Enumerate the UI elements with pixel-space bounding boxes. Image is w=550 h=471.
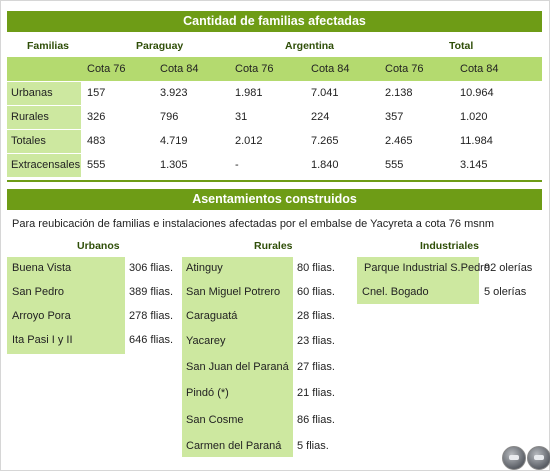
rurales-name: Caraguatá xyxy=(186,310,238,322)
rurales-name: Carmen del Paraná xyxy=(186,440,282,452)
subheader-cell: Cota 76 xyxy=(235,63,274,75)
urbanos-count: 389 flias. xyxy=(129,286,174,298)
table-cell: 796 xyxy=(160,111,179,123)
industriales-name: Cnel. Bogado xyxy=(362,286,429,298)
table-cell: 555 xyxy=(87,159,106,171)
families-title: Cantidad de familias afectadas xyxy=(7,11,542,32)
table-cell: 555 xyxy=(385,159,404,171)
header-paraguay: Paraguay xyxy=(136,40,184,52)
prev-icon[interactable] xyxy=(502,446,526,470)
table-cell: 10.964 xyxy=(460,87,494,99)
industriales-count: 5 olerías xyxy=(484,286,527,298)
rurales-count: 60 flias. xyxy=(297,286,335,298)
next-icon[interactable] xyxy=(527,446,550,470)
rurales-count: 27 flias. xyxy=(297,361,335,373)
header-argentina: Argentina xyxy=(285,40,335,52)
table-cell: 157 xyxy=(87,87,106,99)
table-row-label: Totales xyxy=(11,135,46,147)
settlements-description: Para reubicación de familias e instalaci… xyxy=(12,218,495,230)
table-cell: 31 xyxy=(235,111,248,123)
header-industriales: Industriales xyxy=(420,240,479,252)
table-row-label: Urbanas xyxy=(11,87,53,99)
table-row-label: Extracensales xyxy=(11,159,81,171)
subheader-cell: Cota 76 xyxy=(87,63,126,75)
rurales-name: Pindó (*) xyxy=(186,387,229,399)
rurales-name: San Juan del Paraná xyxy=(186,361,289,373)
table-cell: 1.020 xyxy=(460,111,488,123)
rurales-count: 28 flias. xyxy=(297,310,335,322)
rurales-count: 5 flias. xyxy=(297,440,329,452)
table-cell: 224 xyxy=(311,111,330,123)
urbanos-count: 306 flias. xyxy=(129,262,174,274)
table-cell: 2.012 xyxy=(235,135,263,147)
table-cell: 357 xyxy=(385,111,404,123)
subheader-band xyxy=(7,57,542,81)
header-urbanos: Urbanos xyxy=(77,240,120,252)
rurales-count: 80 flias. xyxy=(297,262,335,274)
industriales-block xyxy=(357,257,479,304)
row-label-cell xyxy=(7,154,81,177)
urbanos-block xyxy=(7,257,125,354)
urbanos-name: Ita Pasi I y II xyxy=(12,334,73,346)
urbanos-name: Arroyo Pora xyxy=(12,310,71,322)
families-divider xyxy=(7,180,542,182)
table-cell: 7.041 xyxy=(311,87,339,99)
table-cell: 3.145 xyxy=(460,159,488,171)
settlements-title: Asentamientos construidos xyxy=(7,189,542,210)
rurales-count: 21 flias. xyxy=(297,387,335,399)
urbanos-name: Buena Vista xyxy=(12,262,72,274)
row-label-cell xyxy=(7,82,81,105)
table-cell: 4.719 xyxy=(160,135,188,147)
table-cell: - xyxy=(235,159,239,171)
rurales-name: San Cosme xyxy=(186,414,244,426)
table-row-label: Rurales xyxy=(11,111,49,123)
table-cell: 1.305 xyxy=(160,159,188,171)
header-rurales: Rurales xyxy=(254,240,293,252)
header-total: Total xyxy=(449,40,474,52)
rurales-name: San Miguel Potrero xyxy=(186,286,281,298)
rurales-name: Atinguy xyxy=(186,262,223,274)
subheader-cell: Cota 84 xyxy=(311,63,350,75)
table-cell: 2.465 xyxy=(385,135,413,147)
industriales-count: 92 olerías xyxy=(484,262,533,274)
table-cell: 483 xyxy=(87,135,106,147)
rurales-name: Yacarey xyxy=(186,335,226,347)
row-label-cell xyxy=(7,106,81,129)
urbanos-count: 646 flias. xyxy=(129,334,174,346)
table-cell: 11.984 xyxy=(460,135,493,147)
table-cell: 1.981 xyxy=(235,87,263,99)
table-cell: 1.840 xyxy=(311,159,339,171)
subheader-cell: Cota 84 xyxy=(160,63,199,75)
rurales-count: 86 flias. xyxy=(297,414,335,426)
table-cell: 326 xyxy=(87,111,106,123)
table-cell: 7.265 xyxy=(311,135,339,147)
industriales-name: Parque Industrial S.Pedro xyxy=(364,262,490,274)
urbanos-count: 278 flias. xyxy=(129,310,174,322)
subheader-cell: Cota 76 xyxy=(385,63,424,75)
rurales-block xyxy=(182,257,293,457)
row-label-cell xyxy=(7,130,81,153)
table-cell: 2.138 xyxy=(385,87,413,99)
subheader-cell: Cota 84 xyxy=(460,63,499,75)
header-familias: Familias xyxy=(27,40,70,52)
rurales-count: 23 flias. xyxy=(297,335,335,347)
table-cell: 3.923 xyxy=(160,87,188,99)
urbanos-name: San Pedro xyxy=(12,286,64,298)
